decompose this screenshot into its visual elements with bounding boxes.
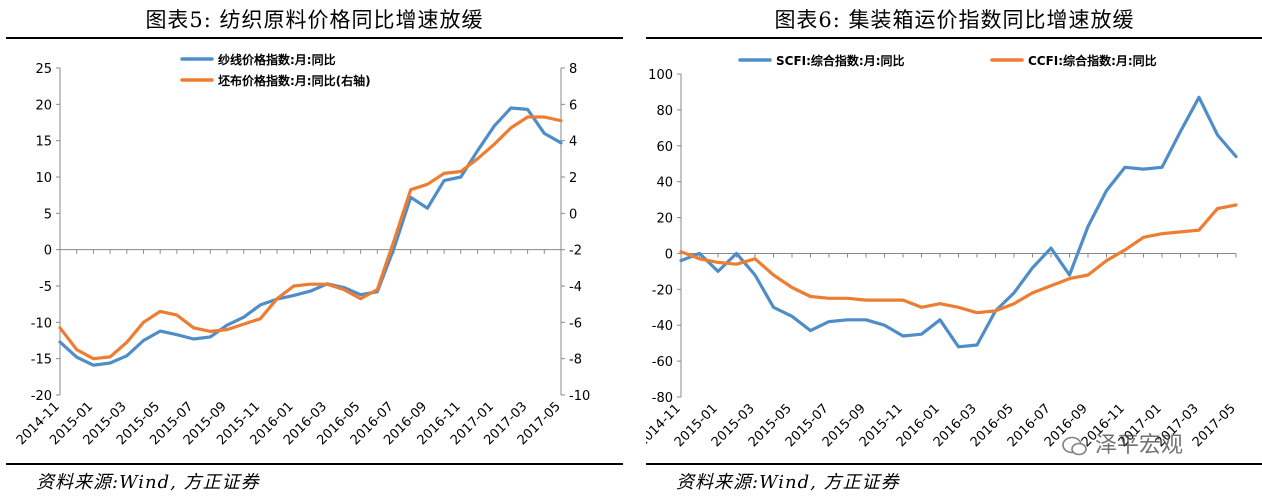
- left-source-rule: [6, 463, 623, 465]
- y-tick-label: 25: [35, 62, 52, 77]
- right-source-rule: [646, 463, 1262, 465]
- y-tick-label: -80: [652, 391, 673, 406]
- y2-tick-label: -10: [569, 389, 590, 404]
- legend-label-2: 坯布价格指数:月:同比(右轴): [218, 73, 371, 88]
- right-line-chart: -80-60-40-200204060801002014-112015-0120…: [646, 53, 1239, 450]
- y-tick-label: 0: [665, 247, 673, 262]
- y-tick-label: -15: [31, 353, 52, 368]
- right-chart-title: 图表6: 集装箱运价指数同比增速放缓: [774, 8, 1135, 32]
- y-tick-label: 80: [656, 104, 673, 119]
- right-chart-panel: 图表6: 集装箱运价指数同比增速放缓 -80 -60 -40 -20 0 20 40 60 80…: [646, 0, 1262, 499]
- y-tick-label: 20: [35, 98, 52, 113]
- y-tick-label: -60: [652, 355, 673, 370]
- legend-label-2: CCFI:综合指数:月:同比: [1028, 53, 1157, 68]
- y-tick-label: -10: [31, 316, 52, 331]
- series-line-1: [679, 95, 1238, 349]
- y-tick-label: 20: [656, 212, 673, 227]
- y2-tick-label: -4: [569, 280, 582, 295]
- y2-tick-label: 6: [569, 98, 577, 113]
- y-tick-label: 40: [656, 176, 673, 191]
- y2-tick-label: -6: [569, 316, 582, 331]
- y-tick-label: -20: [31, 389, 52, 404]
- y-tick-label: 10: [35, 171, 52, 186]
- series-line-2: [58, 115, 563, 361]
- y2-tick-label: 8: [569, 62, 577, 77]
- left-title-rule: [6, 37, 623, 39]
- y2-tick-label: 2: [569, 171, 577, 186]
- y2-tick-label: -2: [569, 244, 582, 259]
- left-line-chart: -20-15-10-50510152025-10-8-6-4-202468201…: [14, 52, 590, 448]
- legend-label-1: 纱线价格指数:月:同比: [218, 52, 336, 67]
- right-source-note: 资料来源:Wind, 方正证券: [676, 472, 900, 493]
- left-source-note: 资料来源:Wind, 方正证券: [36, 472, 260, 493]
- y2-tick-label: -8: [569, 353, 582, 368]
- y-tick-label: -40: [652, 319, 673, 334]
- y-tick-label: 100: [648, 68, 673, 83]
- right-title-rule: [646, 37, 1262, 39]
- y-tick-label: 0: [44, 244, 52, 259]
- watermark: 泽平宏观: [1062, 427, 1183, 459]
- watermark-text: 泽平宏观: [1095, 433, 1184, 458]
- series-line-1: [58, 106, 563, 367]
- left-chart-title: 图表5: 纺织原料价格同比增速放缓: [145, 8, 484, 32]
- y-tick-label: -5: [39, 280, 52, 295]
- wechat-icon: [1062, 436, 1087, 456]
- y-tick-label: 15: [35, 135, 52, 150]
- y-tick-label: 60: [656, 140, 673, 155]
- left-chart-panel: 图表5: 纺织原料价格同比增速放缓 -20 -15 -10 -5 0 5 10 15 20 25-…: [6, 0, 623, 499]
- y-tick-label: 5: [44, 207, 52, 222]
- y2-tick-label: 0: [569, 207, 577, 222]
- y2-tick-label: 4: [569, 135, 577, 150]
- legend-label-1: SCFI:综合指数:月:同比: [776, 53, 905, 68]
- series-line-2: [679, 203, 1238, 315]
- y-tick-label: -20: [652, 283, 673, 298]
